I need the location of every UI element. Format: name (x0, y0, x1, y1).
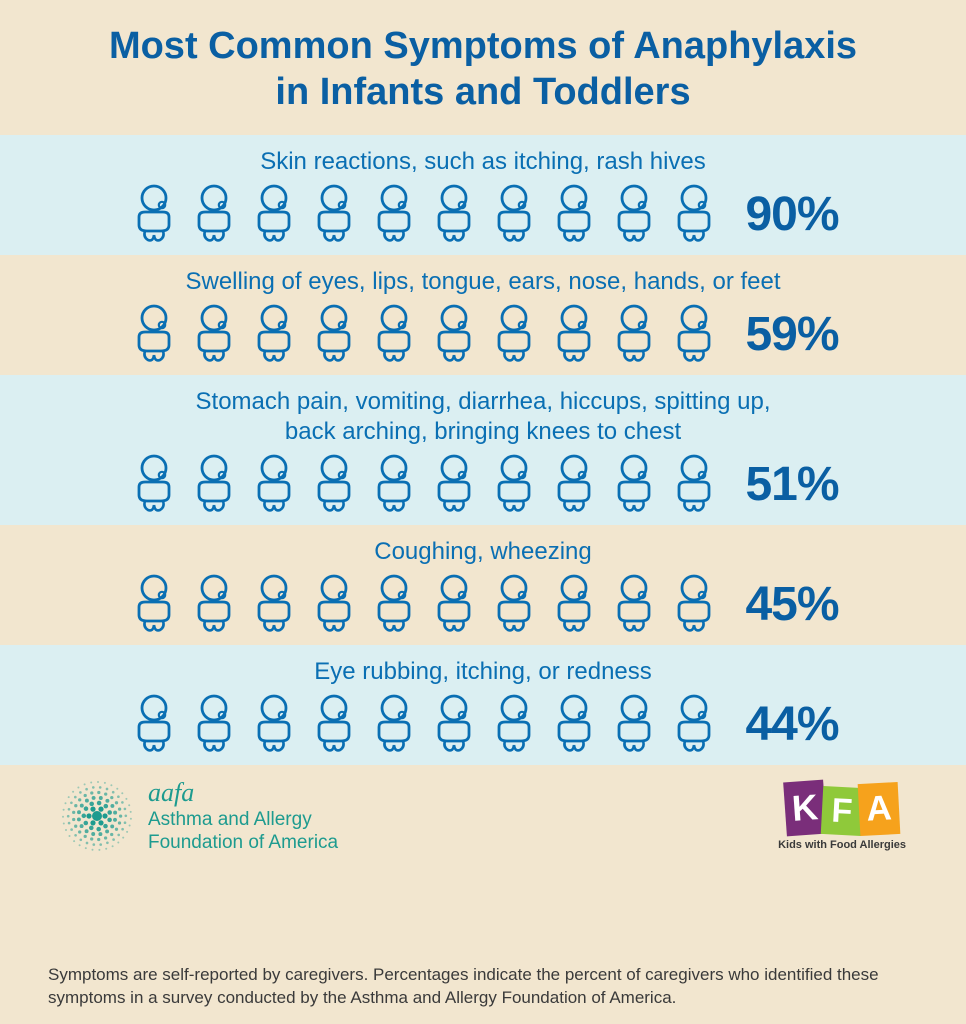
baby-icon (487, 183, 541, 245)
logo-bar: aafa Asthma and Allergy Foundation of Am… (40, 777, 926, 855)
icon-percentage-row: 45% (40, 573, 926, 635)
baby-icon (607, 183, 661, 245)
kfa-a: A (858, 782, 901, 836)
percentage-value: 90% (745, 187, 838, 242)
baby-icon (607, 303, 661, 365)
baby-icon (367, 453, 421, 515)
baby-icon (127, 573, 181, 635)
baby-icon (427, 453, 481, 515)
baby-icon (187, 183, 241, 245)
baby-icon (367, 303, 421, 365)
baby-icon (187, 693, 241, 755)
baby-icons-group (127, 573, 721, 635)
aafa-mark-icon (60, 779, 134, 853)
baby-icon (127, 303, 181, 365)
baby-icon (427, 303, 481, 365)
baby-icon (487, 303, 541, 365)
symptom-label: Stomach pain, vomiting, diarrhea, hiccup… (40, 387, 926, 447)
baby-icon (667, 183, 721, 245)
symptom-label: Coughing, wheezing (40, 537, 926, 567)
baby-icon (487, 453, 541, 515)
baby-icon (367, 693, 421, 755)
baby-icon (667, 573, 721, 635)
icon-percentage-row: 90% (40, 183, 926, 245)
symptom-label: Eye rubbing, itching, or redness (40, 657, 926, 687)
baby-icon (547, 183, 601, 245)
symptom-rows: Skin reactions, such as itching, rash hi… (0, 135, 966, 765)
baby-icon (367, 183, 421, 245)
baby-icon (307, 183, 361, 245)
percentage-value: 51% (745, 457, 838, 512)
baby-icon (427, 183, 481, 245)
baby-icon (427, 573, 481, 635)
symptom-label: Swelling of eyes, lips, tongue, ears, no… (40, 267, 926, 297)
baby-icon (247, 303, 301, 365)
kfa-subtitle: Kids with Food Allergies (778, 839, 906, 851)
baby-icon (247, 183, 301, 245)
title-line-1: Most Common Symptoms of Anaphylaxis (109, 25, 857, 67)
baby-icon (247, 453, 301, 515)
aafa-line-1: Asthma and Allergy (148, 808, 338, 832)
baby-icon (127, 453, 181, 515)
header: Most Common Symptoms of Anaphylaxis in I… (0, 0, 966, 135)
baby-icon (367, 573, 421, 635)
baby-icons-group (127, 303, 721, 365)
symptom-row: Swelling of eyes, lips, tongue, ears, no… (0, 255, 966, 375)
baby-icon (427, 693, 481, 755)
kfa-f: F (821, 786, 863, 836)
baby-icon (667, 693, 721, 755)
baby-icon (547, 573, 601, 635)
title-line-2: in Infants and Toddlers (275, 71, 690, 113)
baby-icon (607, 693, 661, 755)
baby-icon (667, 303, 721, 365)
baby-icon (127, 693, 181, 755)
percentage-value: 45% (745, 577, 838, 632)
baby-icon (187, 303, 241, 365)
baby-icon (547, 693, 601, 755)
baby-icon (607, 573, 661, 635)
baby-icon (667, 453, 721, 515)
page-title: Most Common Symptoms of Anaphylaxis in I… (40, 24, 926, 115)
baby-icon (247, 693, 301, 755)
baby-icon (607, 453, 661, 515)
symptom-row: Coughing, wheezing (0, 525, 966, 645)
percentage-value: 44% (745, 697, 838, 752)
symptom-label: Skin reactions, such as itching, rash hi… (40, 147, 926, 177)
aafa-logo: aafa Asthma and Allergy Foundation of Am… (60, 777, 338, 855)
baby-icon (547, 453, 601, 515)
baby-icon (487, 693, 541, 755)
baby-icon (307, 693, 361, 755)
icon-percentage-row: 44% (40, 693, 926, 755)
baby-icon (307, 573, 361, 635)
symptom-row: Stomach pain, vomiting, diarrhea, hiccup… (0, 375, 966, 525)
baby-icon (187, 573, 241, 635)
baby-icons-group (127, 453, 721, 515)
baby-icon (187, 453, 241, 515)
symptom-row: Eye rubbing, itching, or redness (0, 645, 966, 765)
aafa-text: aafa Asthma and Allergy Foundation of Am… (148, 777, 338, 855)
baby-icon (487, 573, 541, 635)
baby-icon (307, 453, 361, 515)
baby-icons-group (127, 183, 721, 245)
symptom-row: Skin reactions, such as itching, rash hi… (0, 135, 966, 255)
baby-icon (307, 303, 361, 365)
disclaimer-text: Symptoms are self-reported by caregivers… (40, 964, 926, 1010)
baby-icon (547, 303, 601, 365)
baby-icon (127, 183, 181, 245)
baby-icon (247, 573, 301, 635)
footer: aafa Asthma and Allergy Foundation of Am… (0, 765, 966, 1024)
kfa-mark-icon: K F A (785, 781, 899, 835)
baby-icons-group (127, 693, 721, 755)
kfa-logo: K F A Kids with Food Allergies (778, 781, 906, 851)
icon-percentage-row: 51% (40, 453, 926, 515)
icon-percentage-row: 59% (40, 303, 926, 365)
aafa-script: aafa (148, 777, 338, 810)
percentage-value: 59% (745, 307, 838, 362)
infographic-container: Most Common Symptoms of Anaphylaxis in I… (0, 0, 966, 1024)
aafa-line-2: Foundation of America (148, 831, 338, 855)
